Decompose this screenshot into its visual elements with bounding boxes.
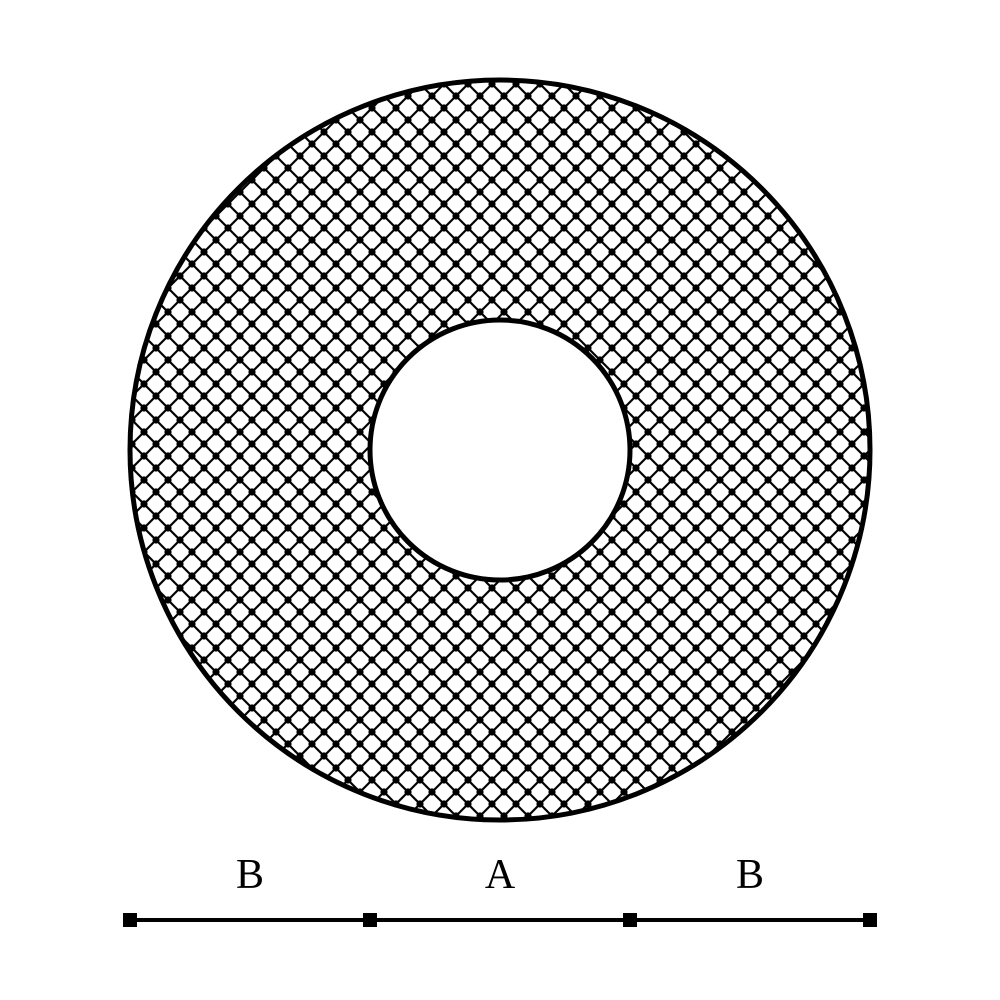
dimension-label-b: B: [236, 852, 264, 898]
annulus-diagram: BAB: [0, 0, 1000, 1000]
dimension-label-b: B: [736, 852, 764, 898]
annulus-hatch-fill: [0, 0, 1000, 1000]
dimension-label-a: A: [485, 852, 516, 898]
